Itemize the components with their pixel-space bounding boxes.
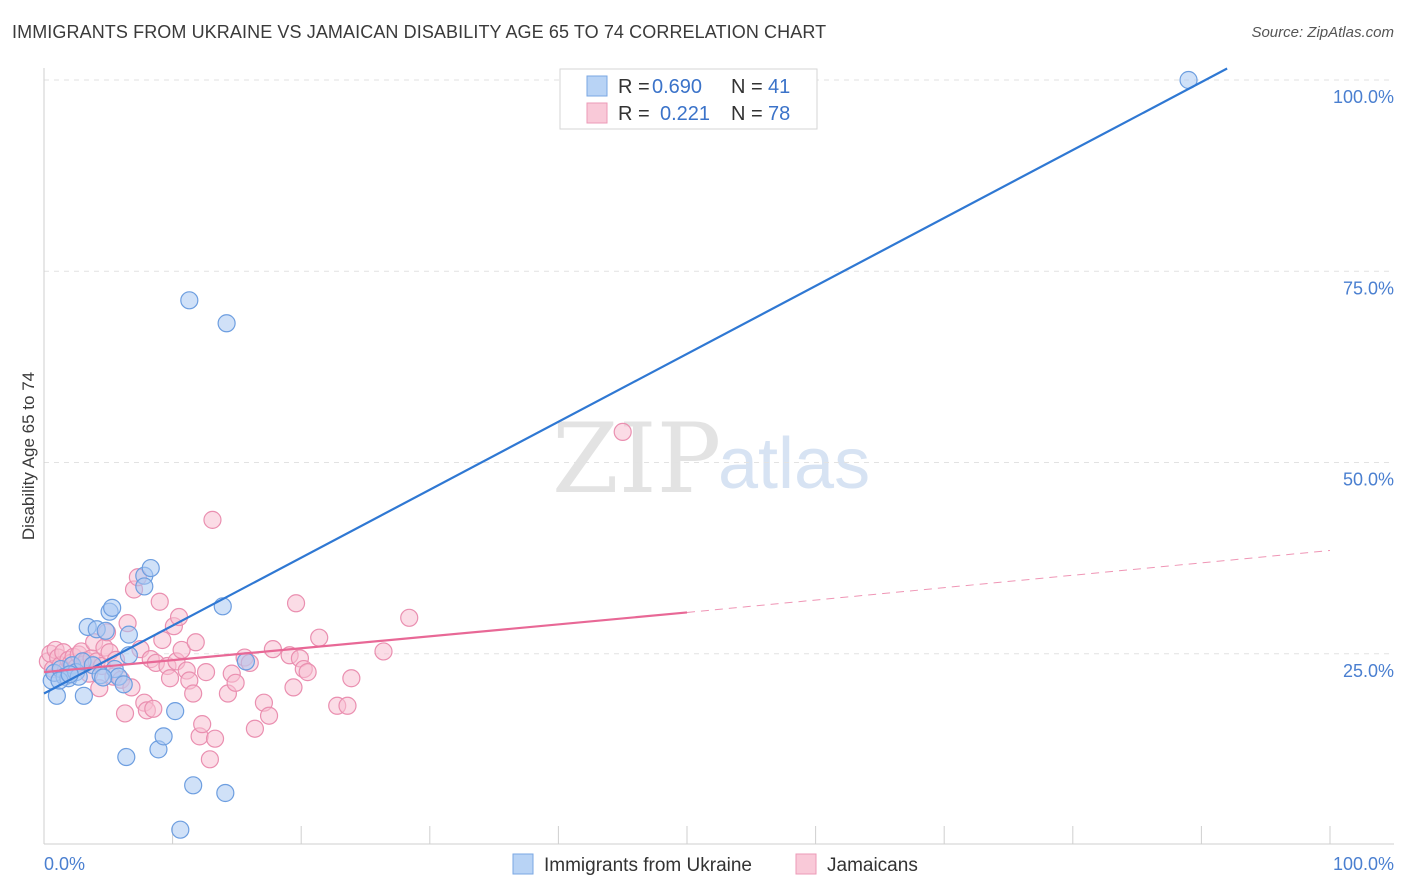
watermark-atlas: atlas (718, 424, 870, 504)
trendline-ukraine (43, 67, 1228, 695)
jamaicans-point (150, 592, 169, 611)
ukraine-point (213, 597, 232, 616)
jamaicans-point (259, 706, 279, 725)
legend-swatch-jamaicans (586, 102, 608, 124)
bottom-legend-swatch-jamaicans (795, 853, 817, 875)
ukraine-point (117, 747, 136, 767)
jamaicans-point (245, 719, 265, 738)
jamaicans-point (298, 663, 317, 682)
legend-r-value: 0.221 (660, 103, 710, 125)
jamaicans-point (205, 729, 225, 748)
ukraine-point (94, 668, 113, 687)
x-axis-ticks (43, 826, 1331, 844)
y-tick-label: 25.0% (1343, 661, 1394, 681)
source-credit: Source: ZipAtlas.com (1251, 24, 1394, 41)
ukraine-point (96, 621, 115, 640)
x-tick-label-min: 0.0% (44, 854, 85, 874)
ukraine-point (180, 291, 199, 310)
ukraine-point (114, 675, 133, 694)
y-axis-title: Disability Age 65 to 74 (19, 372, 38, 540)
jamaicans-point (193, 715, 212, 734)
legend-r-label: R = (618, 76, 650, 98)
y-tick-label: 50.0% (1343, 470, 1394, 490)
legend-n-label: N = (731, 103, 763, 125)
ukraine-point (236, 652, 256, 671)
bottom-legend: Immigrants from Ukraine Jamaicans (512, 853, 918, 876)
legend-r-value: 0.690 (652, 76, 702, 98)
ukraine-point (74, 686, 93, 705)
bottom-legend-label-ukraine: Immigrants from Ukraine (544, 855, 752, 876)
jamaicans-point (226, 673, 245, 692)
ukraine-point (184, 776, 203, 795)
jamaicans-point (310, 628, 329, 647)
legend-r-label: R = (618, 103, 650, 125)
jamaicans-point (144, 699, 163, 718)
y-tick-label: 75.0% (1343, 278, 1394, 298)
trendline-jamaicans (43, 611, 688, 674)
ukraine-point (135, 577, 154, 596)
jamaicans-point (186, 633, 205, 652)
legend-swatch-ukraine (586, 75, 608, 97)
ukraine-point (166, 702, 185, 721)
legend-n-value: 78 (768, 103, 790, 125)
jamaicans-point (286, 594, 306, 613)
jamaicans-point (160, 669, 180, 688)
ukraine-point (216, 783, 235, 803)
legend-box: R = 0.690 N = 41 R = 0.221 N = 78 (559, 68, 818, 130)
legend-n-label: N = (731, 76, 763, 98)
jamaicans-point (400, 608, 419, 627)
jamaicans-point (196, 663, 216, 682)
ukraine-point (217, 314, 236, 333)
x-tick-label-max: 100.0% (1333, 854, 1394, 874)
y-tick-label: 100.0% (1333, 87, 1394, 107)
jamaicans-point (263, 640, 283, 659)
jamaicans-point (374, 642, 393, 661)
legend-n-value: 41 (768, 76, 790, 98)
chart-title: IMMIGRANTS FROM UKRAINE VS JAMAICAN DISA… (12, 22, 827, 42)
jamaicans-point (284, 678, 303, 697)
ukraine-point (171, 820, 190, 839)
ukraine-point (141, 558, 160, 578)
bottom-legend-label-jamaicans: Jamaicans (827, 855, 918, 876)
y-axis-tick-labels: 25.0% 50.0% 75.0% 100.0% (1333, 87, 1394, 681)
jamaicans-point (115, 704, 135, 723)
trend-lines (43, 67, 1331, 695)
trendline-jamaicans-extension (686, 549, 1331, 613)
bottom-legend-swatch-ukraine (512, 853, 534, 875)
jamaicans-point (338, 696, 357, 715)
watermark-zip: ZIP (552, 403, 721, 515)
gridlines (44, 79, 1394, 655)
ukraine-point (119, 625, 138, 644)
jamaicans-point (342, 669, 361, 688)
jamaicans-point (613, 422, 632, 441)
series-jamaicans-points (38, 422, 632, 769)
ukraine-point (154, 727, 173, 746)
ukraine-point (103, 598, 122, 617)
jamaicans-point (184, 684, 203, 703)
jamaicans-point (200, 750, 219, 769)
jamaicans-point (203, 510, 222, 529)
